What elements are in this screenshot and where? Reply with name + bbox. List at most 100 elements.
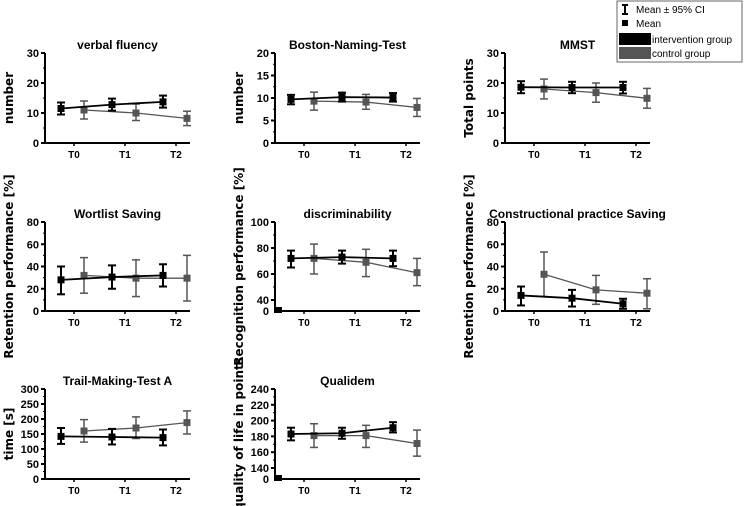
y-axis-label: time [s]: [2, 408, 16, 461]
mean-point: [108, 101, 116, 109]
mean-point: [517, 291, 525, 299]
series-control: [310, 91, 421, 118]
mean-point: [132, 274, 140, 282]
y-tick-label: 0: [33, 306, 39, 318]
y-tick-label: 200: [21, 414, 39, 426]
x-tick-label: T1: [579, 318, 591, 329]
legend-intervention-label: intervention group: [652, 35, 732, 46]
mean-point: [159, 98, 167, 106]
series-control: [540, 78, 651, 109]
chart-title: MMST: [560, 38, 596, 52]
y-tick-label: 10: [27, 108, 39, 120]
mean-point: [338, 429, 346, 437]
y-tick-label: 20: [257, 48, 269, 60]
y-tick-label: 220: [251, 400, 269, 412]
x-tick-label: T1: [579, 150, 591, 161]
mean-point: [362, 432, 370, 440]
origin-marker: [274, 307, 282, 313]
mean-point: [413, 440, 421, 448]
x-tick-label: T0: [68, 150, 80, 161]
y-tick-label: 0: [263, 306, 269, 318]
y-tick-label: 50: [27, 459, 39, 471]
legend-mean-label: Mean: [636, 19, 661, 30]
mean-point: [540, 85, 548, 93]
mean-point: [159, 271, 167, 279]
x-tick-label: T2: [170, 486, 182, 497]
y-tick-label: 80: [487, 217, 499, 229]
y-tick-label: 180: [251, 431, 269, 443]
x-tick-label: T1: [119, 150, 131, 161]
chart-title: Boston-Naming-Test: [289, 38, 406, 52]
series-intervention: [517, 80, 627, 95]
panel-mmst: 0 10 20 30 T0 T1 T2 MMST Total points: [462, 38, 651, 161]
panel-boston-naming-test: 0 5 10 15 20 T0 T1 T2 Boston-Naming-Test number: [232, 38, 421, 161]
legend-control-label: control group: [652, 49, 711, 60]
panel-qualidem: 140 160 180 200 220 240 0 T0 T1 T2 Qualidem quality…: [232, 357, 421, 506]
mean-point: [568, 294, 576, 302]
y-tick-label: 0: [263, 474, 269, 486]
x-tick-label: T1: [119, 318, 131, 329]
y-axis-label: number: [2, 72, 16, 124]
legend: Mean ± 95% CI Mean intervention group co…: [616, 0, 743, 63]
series-control: [80, 410, 191, 443]
x-tick-label: T0: [68, 486, 80, 497]
mean-point: [57, 276, 65, 284]
y-tick-label: 200: [251, 416, 269, 428]
y-tick-label: 60: [257, 269, 269, 281]
mean-point: [310, 97, 318, 105]
y-axis-label: Retention performance [%]: [2, 174, 16, 358]
x-tick-label: T1: [119, 486, 131, 497]
y-tick-label: 15: [257, 71, 269, 83]
panel-constructional-practice-saving: 0 20 40 60 80 T0 T1 T2 Constructional practice S…: [462, 174, 666, 358]
y-axis-label: quality of life in points: [232, 357, 246, 506]
x-tick-label: T0: [528, 318, 540, 329]
y-tick-label: 240: [251, 384, 269, 396]
y-tick-label: 10: [257, 93, 269, 105]
y-tick-label: 0: [33, 474, 39, 486]
chart-title: Qualidem: [320, 374, 375, 388]
y-tick-label: 80: [257, 243, 269, 255]
mean-point: [287, 254, 295, 262]
y-tick-label: 250: [21, 399, 39, 411]
y-tick-label: 0: [263, 138, 269, 150]
x-tick-label: T2: [400, 318, 412, 329]
y-tick-label: 20: [27, 284, 39, 296]
series-control: [80, 100, 191, 127]
mean-point: [643, 94, 651, 102]
control-swatch: [619, 47, 651, 59]
chart-title: verbal fluency: [77, 38, 158, 52]
mean-point: [389, 254, 397, 262]
mean-point: [80, 271, 88, 279]
ci-legend-icon: [622, 4, 628, 15]
chart-title: discriminability: [303, 207, 391, 221]
y-tick-label: 160: [251, 447, 269, 459]
x-tick-label: T2: [170, 318, 182, 329]
mean-point: [310, 432, 318, 440]
mean-point: [80, 106, 88, 114]
mean-point: [132, 424, 140, 432]
mean-point: [183, 419, 191, 427]
panel-wortlist-saving: 0 20 40 60 80 T0 T1 T2 Wortlist Saving Retention …: [2, 174, 191, 359]
x-tick-label: T1: [349, 150, 361, 161]
mean-point: [389, 94, 397, 102]
mean-point: [183, 114, 191, 122]
panel-verbal-fluency: 0 10 20 30 T0 T1 T2 verbal fluency number: [2, 38, 191, 161]
y-tick-label: 40: [27, 262, 39, 274]
mean-point: [108, 273, 116, 281]
panel-trail-making-test-a: 0 50 100 150 200 250 300 T0 T1 T2 Trail-Making-Tes…: [2, 374, 191, 497]
mean-point: [80, 427, 88, 435]
mean-point: [413, 269, 421, 277]
mean-point: [540, 270, 548, 278]
y-tick-label: 60: [487, 239, 499, 251]
mean-point: [413, 103, 421, 111]
y-tick-label: 150: [21, 429, 39, 441]
x-tick-label: T1: [349, 318, 361, 329]
mean-point: [338, 93, 346, 101]
origin-marker: [274, 475, 282, 481]
y-tick-label: 100: [21, 444, 39, 456]
y-tick-label: 20: [27, 78, 39, 90]
x-tick-label: T2: [400, 150, 412, 161]
mean-point: [517, 83, 525, 91]
series-control: [310, 423, 421, 457]
